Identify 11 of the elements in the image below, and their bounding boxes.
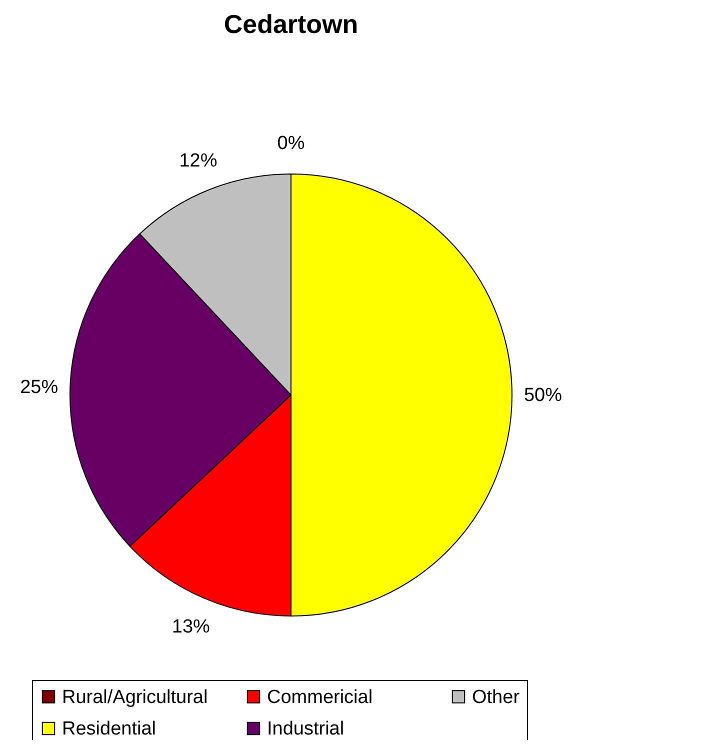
chart-title: Cedartown <box>224 9 358 39</box>
legend-label: Commericial <box>267 686 373 708</box>
legend-label: Other <box>472 686 520 708</box>
text: 0% <box>277 133 305 154</box>
data-label: 13% <box>172 616 210 638</box>
data-label: 50% <box>524 385 562 406</box>
data-label: 12% <box>179 150 218 172</box>
legend-label: Residential <box>62 718 156 740</box>
data-label: 25% <box>20 377 58 398</box>
legend-label: Industrial <box>267 718 344 740</box>
legend-label: Rural/Agricultural <box>62 686 208 708</box>
